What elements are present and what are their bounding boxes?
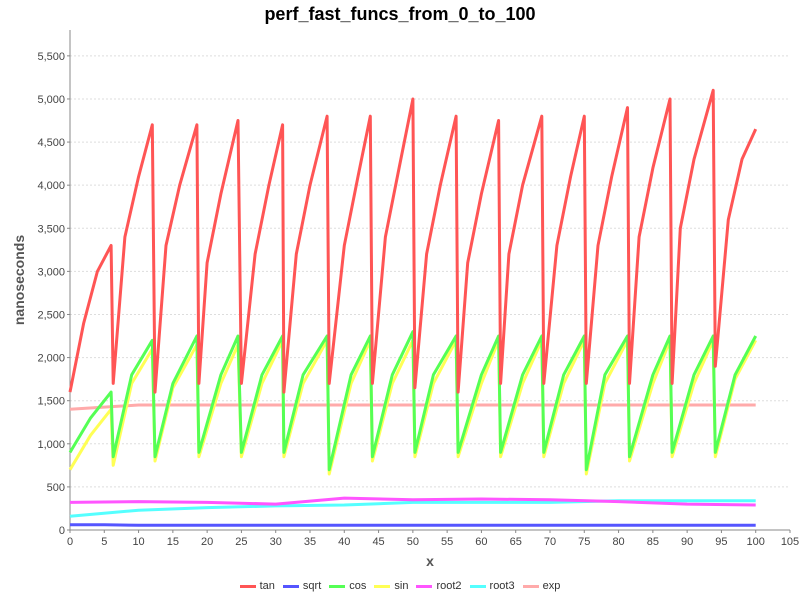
y-tick-label: 4,000 [37,180,65,192]
x-tick-label: 10 [132,536,144,548]
legend-swatch [416,584,433,588]
y-tick-label: 500 [47,482,65,494]
x-tick-label: 25 [235,536,247,548]
legend-label: root2 [436,580,462,592]
series-line-cos [68,330,758,472]
legend: tan sqrt cos sin root2 root3 exp [0,580,800,592]
x-tick-label: 15 [167,536,179,548]
y-tick-label: 2,000 [37,353,65,365]
legend-swatch [522,584,539,588]
x-tick-label: 60 [475,536,487,548]
series-line-tan [68,88,758,394]
x-tick-label: 75 [578,536,590,548]
legend-label: cos [349,580,367,592]
y-tick-label: 4,500 [37,137,65,149]
legend-swatch [469,584,486,588]
y-tick-label: 0 [59,525,65,537]
y-tick-label: 2,500 [37,309,65,321]
y-tick-label: 1,500 [37,396,65,408]
series-line-root2 [69,496,756,507]
legend-item-exp: exp [522,580,561,592]
y-tick-label: 5,000 [37,94,65,106]
x-tick-label: 70 [544,536,556,548]
x-tick-label: 90 [681,536,693,548]
legend-item-cos: cos [329,580,366,592]
legend-item-root2: root2 [416,580,462,592]
y-tick-label: 1,000 [37,439,65,451]
series-lines [68,88,758,527]
legend-label: sqrt [302,580,322,592]
x-axis-label: x [426,553,434,569]
y-tick-label: 5,500 [37,51,65,63]
x-tick-label: 45 [372,536,384,548]
x-tick-label: 55 [441,536,453,548]
series-line-root3 [69,499,756,518]
legend-item-root3: root3 [469,580,515,592]
x-tick-label: 65 [510,536,522,548]
legend-swatch [329,584,346,588]
x-tick-label: 95 [715,536,727,548]
x-tick-label: 50 [407,536,419,548]
legend-swatch [282,584,299,588]
legend-label: root3 [489,580,515,592]
x-tick-label: 35 [304,536,316,548]
x-tick-label: 5 [101,536,107,548]
legend-item-sqrt: sqrt [282,580,322,592]
x-tick-label: 85 [647,536,659,548]
x-tick-label: 40 [338,536,350,548]
legend-label: exp [542,580,561,592]
series-line-sqrt [70,523,756,527]
y-tick-label: 3,500 [37,223,65,235]
x-tick-label: 80 [612,536,624,548]
x-tick-label: 100 [747,536,765,548]
legend-swatch [239,584,256,588]
x-tick-label: 0 [67,536,73,548]
tick-labels: 05001,0001,5002,0002,5003,0003,5004,0004… [37,51,799,548]
legend-swatch [374,584,391,588]
x-tick-label: 105 [781,536,799,548]
y-axis-label: nanoseconds [11,235,27,325]
legend-item-sin: sin [374,580,408,592]
legend-label: tan [259,580,275,592]
legend-item-tan: tan [239,580,275,592]
x-tick-label: 20 [201,536,213,548]
y-tick-label: 3,000 [37,266,65,278]
chart-title: perf_fast_funcs_from_0_to_100 [264,4,536,24]
x-tick-label: 30 [270,536,282,548]
legend-label: sin [394,580,409,592]
axes [69,30,790,531]
